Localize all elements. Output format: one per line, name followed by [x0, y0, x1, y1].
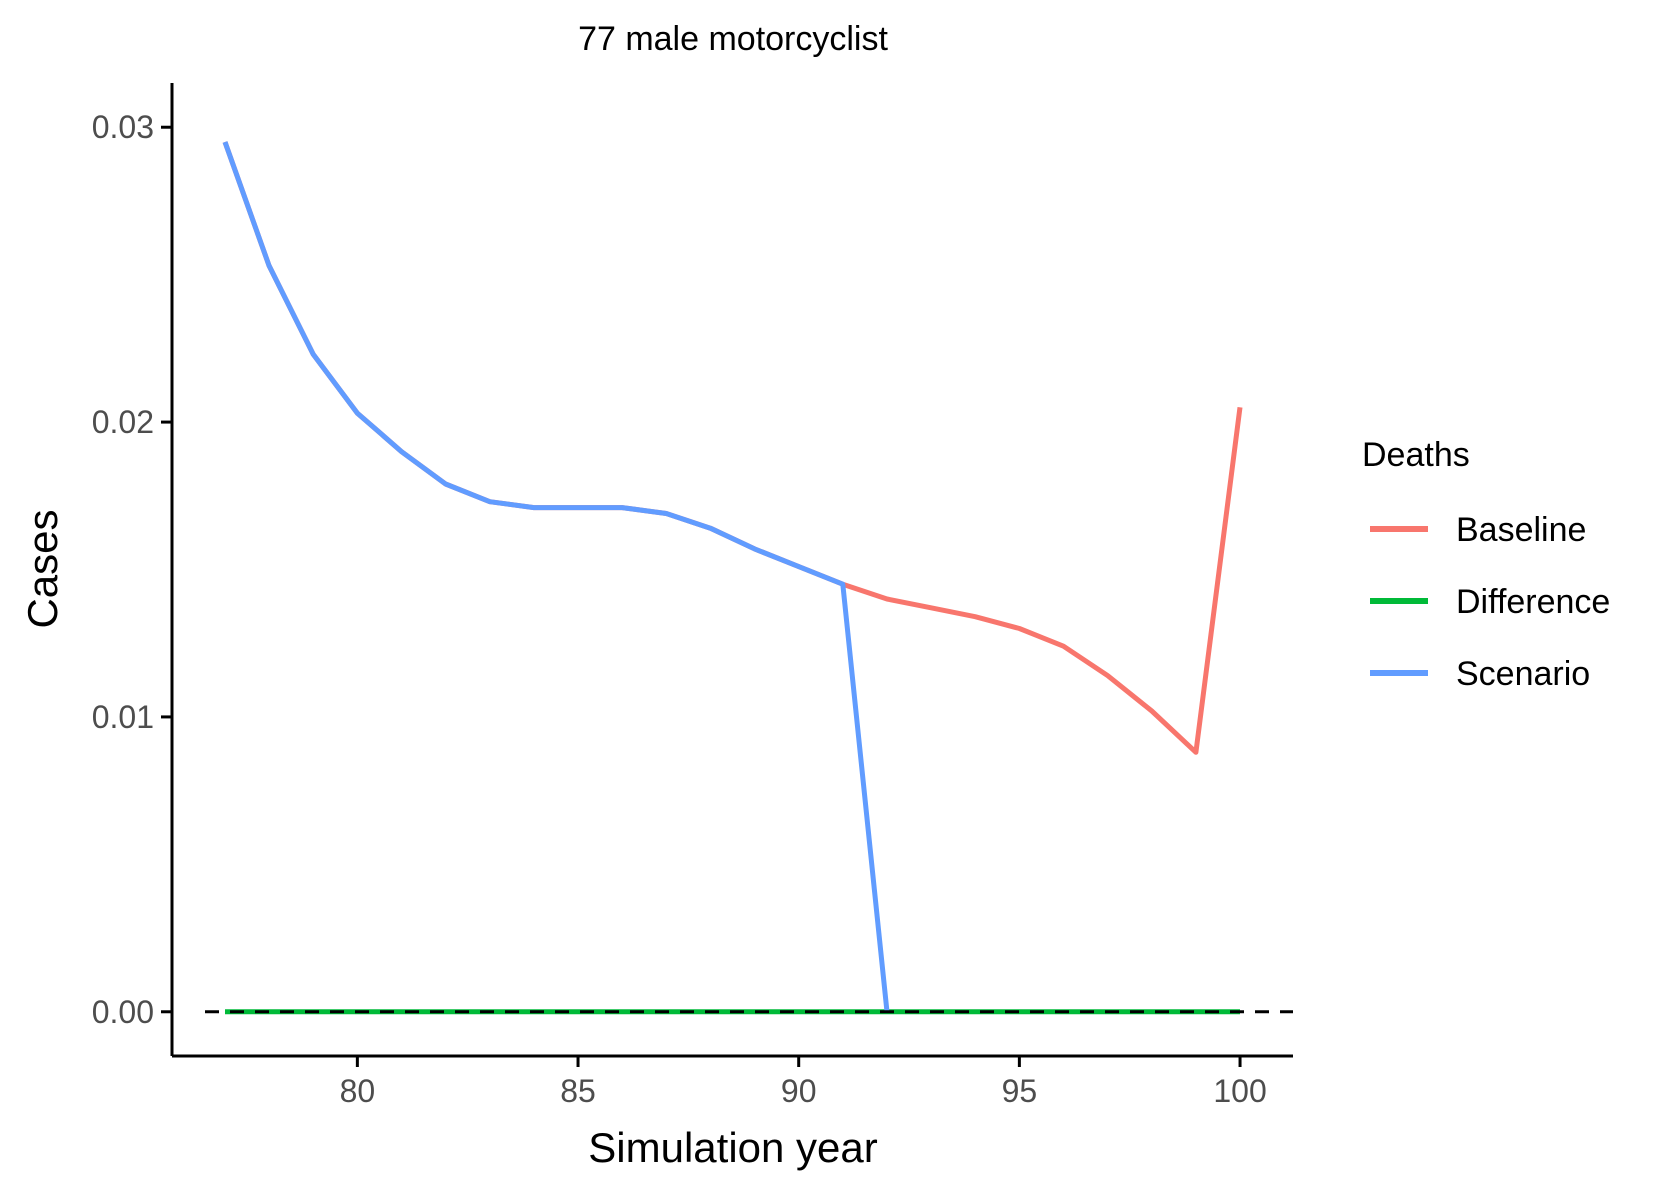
y-tick-label: 0.01 — [92, 699, 154, 735]
plot-area — [205, 141, 1293, 1015]
legend-label-baseline: Baseline — [1456, 511, 1586, 549]
y-tick-label: 0.02 — [92, 404, 154, 440]
legend-title: Deaths — [1362, 436, 1470, 474]
x-tick-label: 80 — [340, 1073, 376, 1109]
x-axis-ticks: 80 85 90 95 100 — [340, 1056, 1267, 1109]
x-tick-label: 90 — [781, 1073, 817, 1109]
x-tick-label: 85 — [560, 1073, 596, 1109]
y-axis-title: Cases — [19, 509, 66, 628]
x-axis-title: Simulation year — [588, 1124, 877, 1171]
y-tick-label: 0.03 — [92, 109, 154, 145]
y-tick-label: 0.00 — [92, 994, 154, 1030]
series-line-scenario — [222, 141, 890, 1013]
legend: Deaths Baseline Difference Scenario — [1362, 436, 1610, 693]
legend-label-scenario: Scenario — [1456, 655, 1590, 693]
legend-label-difference: Difference — [1456, 583, 1610, 621]
x-tick-label: 100 — [1213, 1073, 1266, 1109]
chart-title: 77 male motorcyclist — [578, 20, 888, 58]
series-line-baseline — [222, 141, 1243, 755]
y-axis-ticks: 0.00 0.01 0.02 0.03 — [92, 109, 172, 1030]
x-tick-label: 95 — [1002, 1073, 1038, 1109]
